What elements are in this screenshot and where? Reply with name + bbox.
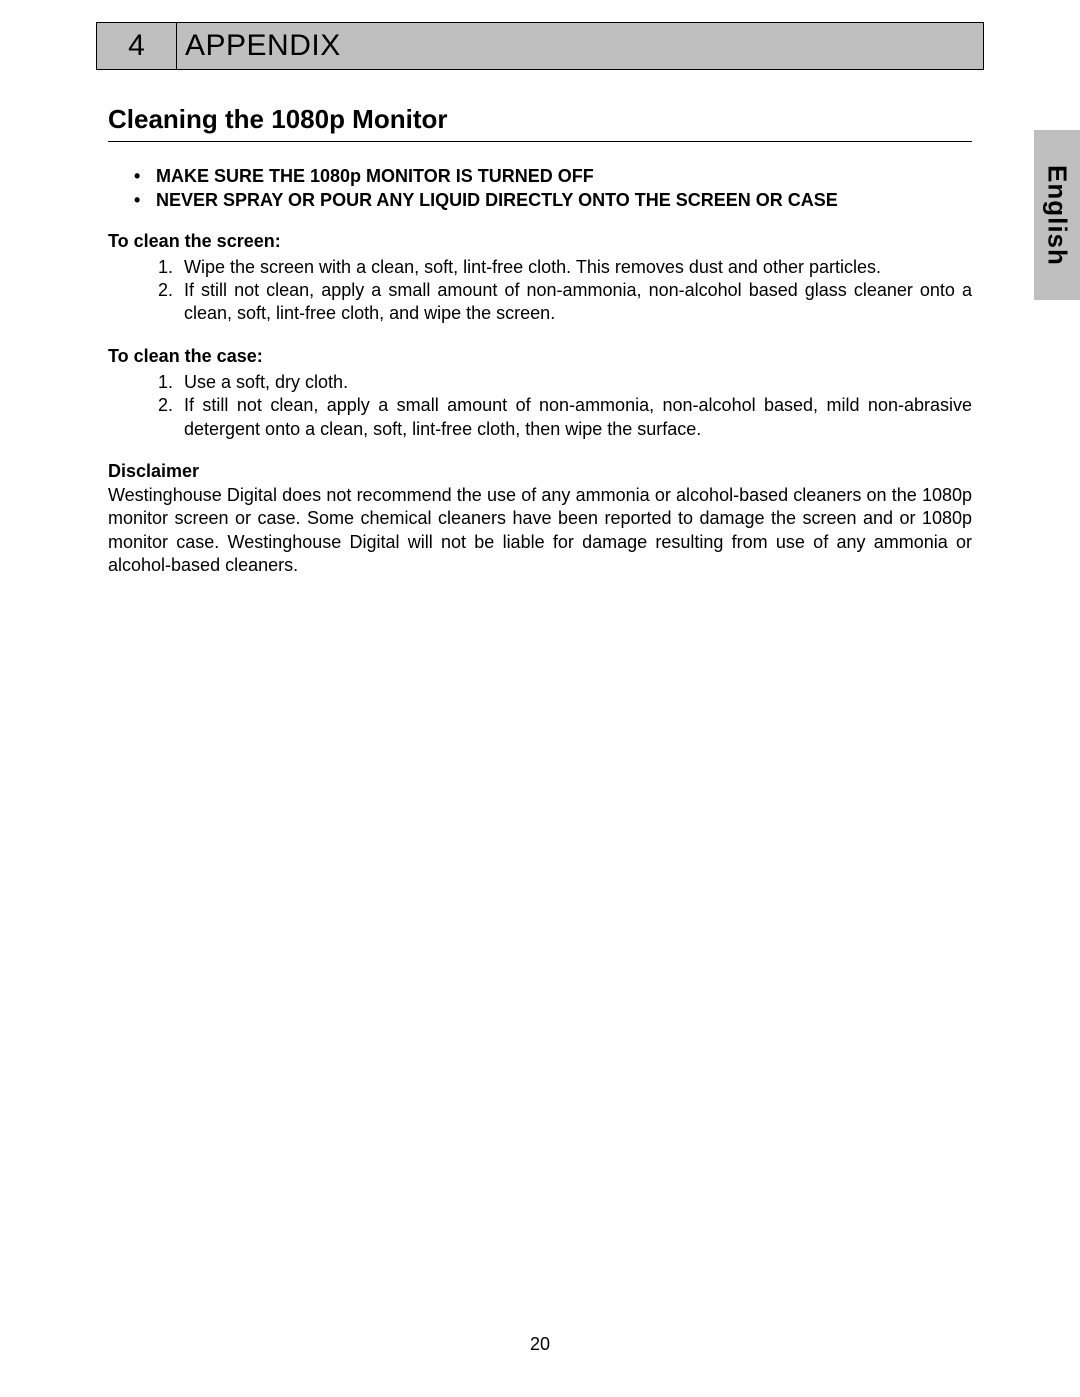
case-heading: To clean the case: — [108, 346, 972, 367]
disclaimer-heading: Disclaimer — [108, 461, 972, 482]
screen-steps: Wipe the screen with a clean, soft, lint… — [108, 256, 972, 326]
chapter-title: APPENDIX — [177, 23, 983, 69]
chapter-number: 4 — [97, 23, 177, 69]
page-number: 20 — [0, 1334, 1080, 1355]
disclaimer-text: Westinghouse Digital does not recommend … — [108, 484, 972, 578]
warning-item: NEVER SPRAY OR POUR ANY LIQUID DIRECTLY … — [156, 188, 972, 212]
warning-list: MAKE SURE THE 1080p MONITOR IS TURNED OF… — [108, 164, 972, 213]
language-tab: English — [1034, 130, 1080, 300]
screen-heading: To clean the screen: — [108, 231, 972, 252]
header-bar: 4 APPENDIX — [96, 22, 984, 70]
warning-item: MAKE SURE THE 1080p MONITOR IS TURNED OF… — [156, 164, 972, 188]
step-item: If still not clean, apply a small amount… — [178, 394, 972, 441]
language-label: English — [1042, 165, 1073, 266]
step-item: If still not clean, apply a small amount… — [178, 279, 972, 326]
case-steps: Use a soft, dry cloth. If still not clea… — [108, 371, 972, 441]
section-title: Cleaning the 1080p Monitor — [108, 104, 972, 142]
step-item: Use a soft, dry cloth. — [178, 371, 972, 394]
step-item: Wipe the screen with a clean, soft, lint… — [178, 256, 972, 279]
content-area: Cleaning the 1080p Monitor MAKE SURE THE… — [108, 104, 972, 578]
